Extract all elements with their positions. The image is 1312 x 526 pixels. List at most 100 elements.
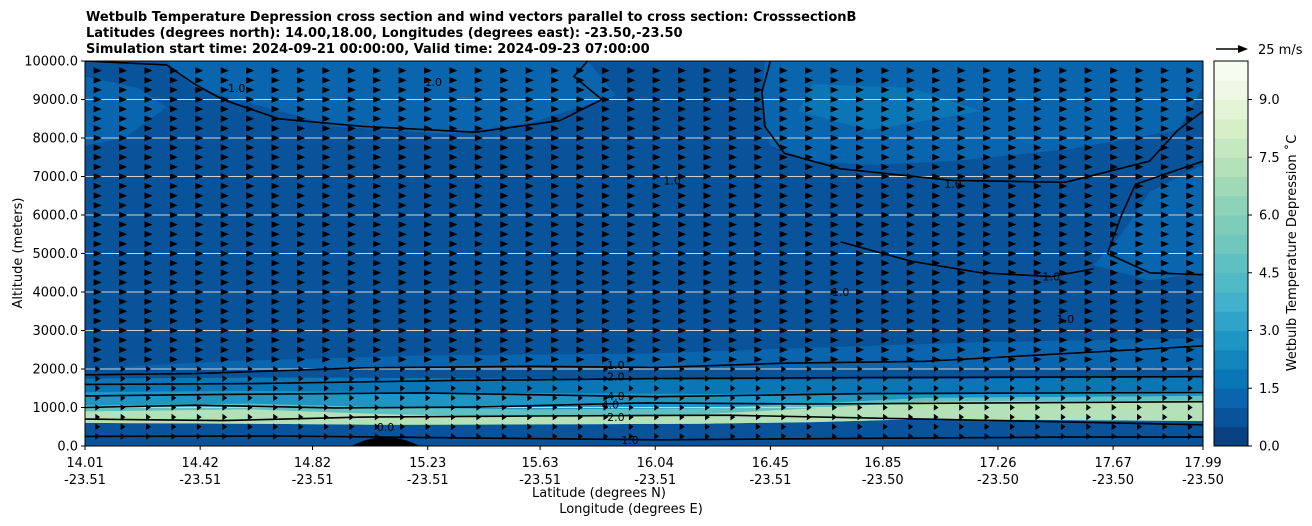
- wind-vector: [881, 356, 890, 363]
- wind-vector: [779, 221, 788, 228]
- wind-vector: [856, 96, 864, 103]
- wind-vector: [525, 86, 534, 94]
- wind-vector: [1008, 86, 1017, 94]
- wind-vector: [551, 250, 560, 257]
- wind-vector: [881, 211, 890, 219]
- wind-vector: [500, 134, 509, 142]
- wind-vector: [93, 192, 102, 200]
- wind-vector: [1008, 288, 1017, 296]
- wind-vector: [373, 211, 382, 219]
- wind-vector: [93, 346, 102, 354]
- wind-vector: [601, 240, 610, 248]
- wind-vector: [171, 394, 177, 402]
- colorbar-tick-label: 3.0: [1259, 324, 1280, 339]
- wind-vector: [627, 288, 636, 296]
- wind-vector: [120, 423, 126, 431]
- wind-vector: [322, 317, 331, 325]
- wind-vector: [246, 356, 255, 363]
- wind-vector: [93, 221, 102, 228]
- wind-vector: [195, 327, 204, 334]
- wind-vector: [1135, 307, 1144, 315]
- wind-vector: [144, 279, 153, 286]
- wind-vector: [832, 365, 837, 373]
- wind-vector: [1086, 394, 1092, 402]
- colorbar-swatch: [1214, 234, 1248, 254]
- wind-vector: [119, 230, 128, 238]
- wind-vector: [1186, 336, 1195, 344]
- wind-vector: [93, 144, 102, 151]
- wind-vector: [95, 375, 101, 382]
- wind-vector: [1137, 423, 1142, 431]
- wind-vector: [500, 317, 509, 325]
- wind-vector: [424, 192, 432, 200]
- wind-vector: [728, 298, 737, 305]
- x-tick-label-lat: 14.82: [294, 456, 331, 471]
- wind-vector: [703, 250, 712, 257]
- x-axis-label-latitude: Latitude (degrees N): [532, 486, 666, 501]
- wind-vector: [830, 279, 839, 286]
- wind-vector: [527, 394, 533, 402]
- wind-vector: [425, 423, 431, 431]
- wind-vector: [906, 307, 915, 315]
- wind-vector: [881, 317, 890, 325]
- wind-vector: [220, 163, 229, 171]
- wind-vector: [678, 336, 687, 344]
- wind-vector: [652, 211, 661, 219]
- wind-vector: [779, 327, 788, 334]
- wind-vector: [957, 125, 966, 132]
- wind-vector: [983, 230, 991, 238]
- wind-vector: [1110, 153, 1119, 161]
- wind-vector: [779, 173, 788, 180]
- wind-vector: [805, 356, 814, 363]
- wind-vector: [983, 96, 991, 103]
- wind-vector: [627, 279, 636, 286]
- wind-vector: [500, 67, 509, 74]
- wind-vector: [652, 269, 661, 277]
- wind-vector: [1008, 105, 1017, 113]
- wind-vector: [398, 163, 407, 171]
- wind-vector: [856, 211, 864, 219]
- wind-vector: [754, 250, 763, 257]
- wind-vector: [449, 221, 458, 228]
- wind-vector: [451, 384, 456, 392]
- wind-vector: [449, 125, 458, 132]
- wind-vector: [144, 211, 153, 219]
- wind-vector: [322, 96, 331, 103]
- wind-vector: [144, 134, 153, 142]
- wind-vector: [933, 394, 939, 402]
- contour-label: 1.0: [228, 82, 246, 95]
- wind-vector: [1110, 211, 1119, 219]
- wind-vector: [1135, 67, 1144, 74]
- wind-vector: [576, 77, 585, 84]
- wind-vector: [1135, 221, 1144, 228]
- wind-vector: [195, 163, 204, 171]
- contour-line-1.0: [840, 241, 1094, 278]
- wind-vector: [1110, 182, 1119, 190]
- wind-vector: [349, 384, 355, 392]
- wind-vector: [881, 269, 890, 277]
- wind-vector: [271, 307, 280, 315]
- wind-vector: [703, 77, 712, 84]
- wind-vector: [474, 211, 483, 219]
- wind-vector: [881, 105, 890, 113]
- wind-vector: [703, 356, 712, 363]
- wind-vector: [297, 182, 305, 190]
- contour-line-4.0: [85, 400, 1203, 409]
- wind-vector: [1059, 336, 1068, 344]
- wind-vector: [1084, 336, 1093, 344]
- wind-vector: [119, 182, 128, 190]
- wind-vector: [525, 173, 534, 180]
- wind-vector: [906, 105, 915, 113]
- wind-vector: [476, 394, 482, 402]
- wind-vector: [169, 86, 178, 94]
- wind-vector: [449, 153, 458, 161]
- colorbar-swatch: [1214, 118, 1248, 139]
- wind-vector: [424, 346, 432, 354]
- wind-vector: [932, 86, 941, 94]
- wind-vector: [856, 86, 864, 94]
- wind-vector: [449, 96, 458, 103]
- wind-vector: [220, 307, 229, 315]
- wind-vector: [576, 221, 585, 228]
- wind-vector: [551, 202, 560, 209]
- wind-vector: [1160, 134, 1169, 142]
